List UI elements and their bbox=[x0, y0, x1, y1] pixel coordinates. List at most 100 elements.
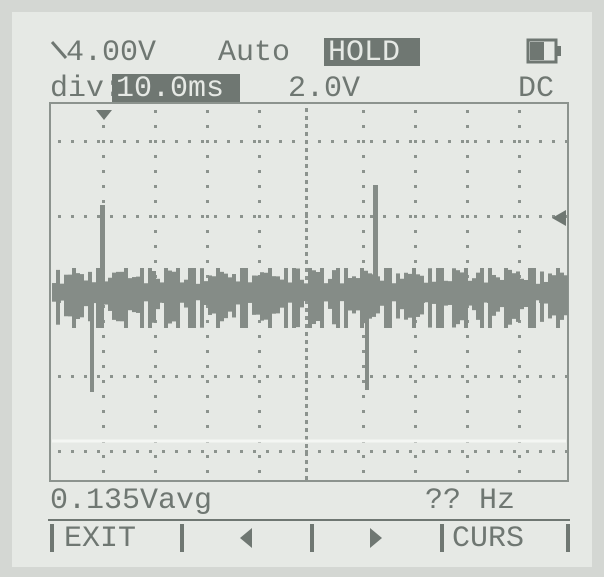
wave-bar bbox=[464, 268, 468, 328]
grid-dot bbox=[102, 140, 105, 143]
grid-dot bbox=[414, 455, 417, 458]
wave-bar bbox=[380, 280, 384, 306]
grid-dot bbox=[414, 215, 417, 218]
wave-bar bbox=[300, 279, 304, 308]
spike bbox=[373, 185, 378, 295]
grid-dot bbox=[253, 375, 256, 378]
softkey-right-arrow[interactable] bbox=[370, 528, 382, 548]
grid-dot bbox=[362, 335, 365, 338]
grid-dot bbox=[414, 350, 417, 353]
wave-bar bbox=[472, 278, 476, 311]
trigger-level-marker bbox=[552, 210, 566, 226]
grid-dot bbox=[102, 410, 105, 413]
center-dot bbox=[305, 372, 308, 376]
grid-dot bbox=[206, 260, 209, 263]
wave-bar bbox=[432, 281, 436, 304]
grid-dot bbox=[175, 375, 178, 378]
wave-bar bbox=[404, 272, 408, 320]
softkey-sep bbox=[310, 524, 314, 552]
grid-dot bbox=[97, 215, 100, 218]
softkey-exit[interactable]: EXIT bbox=[64, 522, 136, 556]
grid-dot bbox=[123, 140, 126, 143]
softkey-curs[interactable]: CURS bbox=[452, 522, 524, 556]
grid-dot bbox=[518, 335, 521, 338]
grid-dot bbox=[253, 215, 256, 218]
grid-dot bbox=[466, 470, 469, 473]
wave-bar bbox=[172, 271, 176, 322]
grid-dot bbox=[362, 245, 365, 248]
grid-dot bbox=[409, 215, 412, 218]
grid-dot bbox=[409, 140, 412, 143]
grid-dot bbox=[383, 375, 386, 378]
grid-dot bbox=[370, 140, 373, 143]
wave-bar bbox=[116, 271, 120, 322]
wave-bar bbox=[148, 268, 152, 328]
center-dot bbox=[305, 204, 308, 208]
wave-bar bbox=[192, 268, 196, 328]
wave-bar bbox=[232, 274, 236, 318]
grid-dot bbox=[258, 170, 261, 173]
grid-dot bbox=[206, 140, 209, 143]
grid-dot bbox=[466, 365, 469, 368]
wave-bar bbox=[340, 283, 344, 302]
grid-dot bbox=[466, 125, 469, 128]
softkey-sep bbox=[50, 524, 54, 552]
grid-dot bbox=[461, 140, 464, 143]
grid-dot bbox=[362, 470, 365, 473]
center-dot bbox=[305, 260, 308, 264]
grid-dot bbox=[201, 140, 204, 143]
div-label: div: bbox=[50, 72, 122, 106]
grid-dot bbox=[206, 200, 209, 203]
wave-bar bbox=[500, 279, 504, 308]
wave-bar bbox=[540, 271, 544, 322]
grid-dot bbox=[227, 140, 230, 143]
grid-dot bbox=[414, 230, 417, 233]
grid-dot bbox=[71, 375, 74, 378]
grid-dot bbox=[518, 410, 521, 413]
grid-dot bbox=[154, 125, 157, 128]
wave-bar bbox=[556, 268, 560, 328]
grid-dot bbox=[466, 410, 469, 413]
grid-dot bbox=[414, 200, 417, 203]
grid-dot bbox=[362, 380, 365, 383]
trigger-icon bbox=[50, 41, 68, 59]
wave-bar bbox=[400, 278, 404, 310]
grid-dot bbox=[240, 375, 243, 378]
grid-dot bbox=[154, 215, 157, 218]
battery-level bbox=[530, 42, 544, 60]
center-dot bbox=[305, 460, 308, 464]
grid-dot bbox=[552, 140, 555, 143]
wave-bar bbox=[272, 276, 276, 314]
grid-dot bbox=[466, 170, 469, 173]
grid-dot bbox=[188, 375, 191, 378]
grid-dot bbox=[214, 375, 217, 378]
wave-bar bbox=[480, 268, 484, 328]
wave-bar bbox=[200, 268, 204, 328]
grid-dot bbox=[71, 140, 74, 143]
volts-div: 2.0V bbox=[288, 72, 360, 106]
wave-bar bbox=[180, 282, 184, 303]
grid-dot bbox=[154, 410, 157, 413]
hold: HOLD bbox=[328, 36, 400, 70]
wave-bar bbox=[444, 280, 448, 306]
center-dot bbox=[305, 116, 308, 120]
grid-dot bbox=[362, 350, 365, 353]
center-dot bbox=[305, 308, 308, 312]
wave-bar bbox=[316, 271, 320, 322]
grid-dot bbox=[292, 215, 295, 218]
grid-dot bbox=[518, 170, 521, 173]
grid-dot bbox=[396, 215, 399, 218]
grid-dot bbox=[102, 170, 105, 173]
wave-bar bbox=[476, 272, 480, 320]
softkey-left-arrow[interactable] bbox=[240, 528, 252, 548]
grid-dot bbox=[362, 155, 365, 158]
grid-dot bbox=[552, 215, 555, 218]
grid-dot bbox=[58, 215, 61, 218]
wave-bar bbox=[68, 274, 72, 317]
grid-dot bbox=[422, 450, 425, 453]
wave-bar bbox=[264, 272, 268, 320]
center-dot bbox=[305, 276, 308, 280]
grid-dot bbox=[123, 450, 126, 453]
battery-tip bbox=[556, 46, 561, 56]
grid-dot bbox=[206, 380, 209, 383]
